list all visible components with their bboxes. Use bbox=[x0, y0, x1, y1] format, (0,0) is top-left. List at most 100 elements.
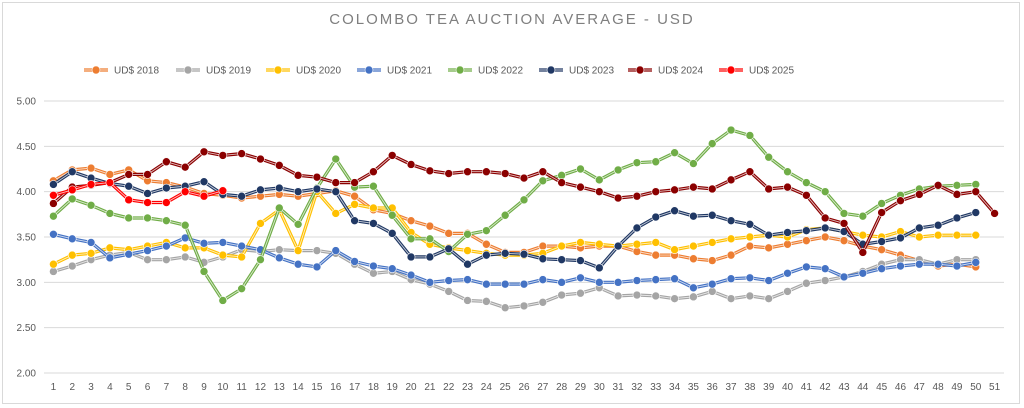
data-point bbox=[952, 181, 962, 190]
data-point bbox=[858, 248, 868, 257]
legend-label: UD$ 2021 bbox=[387, 66, 432, 77]
data-point bbox=[406, 160, 416, 169]
data-point bbox=[802, 278, 811, 288]
data-point bbox=[745, 167, 755, 177]
data-point bbox=[594, 187, 604, 196]
x-tick-label: 28 bbox=[556, 382, 568, 393]
data-point bbox=[557, 241, 566, 251]
x-tick-label: 43 bbox=[838, 382, 850, 393]
legend-label: UD$ 2019 bbox=[206, 66, 251, 77]
data-point bbox=[162, 241, 171, 251]
data-point bbox=[425, 221, 435, 231]
data-point bbox=[406, 234, 416, 244]
data-point bbox=[463, 259, 472, 269]
data-point bbox=[369, 268, 378, 278]
data-point bbox=[651, 291, 661, 301]
data-point bbox=[199, 239, 209, 248]
data-point bbox=[350, 257, 359, 266]
data-point bbox=[802, 190, 811, 200]
legend-swatch-marker bbox=[455, 65, 465, 75]
data-point bbox=[670, 274, 679, 284]
data-point bbox=[990, 209, 999, 218]
y-tick-label: 2.00 bbox=[17, 369, 37, 380]
data-point bbox=[274, 161, 284, 170]
data-point bbox=[538, 254, 548, 264]
legend-label: UD$ 2024 bbox=[658, 66, 703, 77]
x-tick-label: 34 bbox=[669, 382, 681, 393]
data-point bbox=[726, 175, 736, 185]
data-point bbox=[463, 229, 472, 239]
data-point bbox=[613, 278, 623, 287]
data-point bbox=[500, 303, 510, 313]
x-tick-label: 39 bbox=[763, 382, 775, 393]
series-line-highlight bbox=[53, 182, 223, 203]
data-point bbox=[952, 261, 962, 271]
x-tick-label: 16 bbox=[330, 382, 342, 393]
data-point bbox=[369, 181, 378, 191]
data-point bbox=[199, 191, 209, 201]
data-point bbox=[952, 230, 962, 240]
data-point bbox=[651, 187, 661, 196]
data-point bbox=[482, 250, 491, 260]
data-point bbox=[576, 288, 585, 298]
x-tick-label: 29 bbox=[575, 382, 587, 393]
data-point bbox=[971, 258, 981, 267]
data-point bbox=[820, 276, 830, 285]
x-tick-label: 9 bbox=[201, 382, 207, 393]
data-point bbox=[632, 223, 642, 233]
legend-swatch-marker bbox=[364, 65, 374, 75]
series-ud-2025 bbox=[49, 178, 228, 207]
data-point bbox=[199, 177, 209, 186]
x-tick-label: 13 bbox=[274, 382, 286, 393]
data-point bbox=[312, 262, 322, 272]
x-tick-label: 2 bbox=[69, 382, 75, 393]
data-point bbox=[218, 250, 228, 260]
data-point bbox=[914, 259, 924, 269]
series-ud-2022 bbox=[49, 125, 981, 305]
data-point bbox=[143, 213, 152, 223]
data-point bbox=[952, 190, 962, 199]
data-point bbox=[519, 279, 529, 289]
data-point bbox=[914, 190, 924, 199]
x-tick-label: 20 bbox=[405, 382, 417, 393]
data-point bbox=[143, 189, 152, 198]
y-tick-label: 4.50 bbox=[17, 142, 37, 153]
data-point bbox=[406, 252, 416, 262]
data-point bbox=[124, 170, 134, 179]
x-tick-label: 48 bbox=[933, 382, 945, 393]
data-point bbox=[218, 296, 228, 305]
data-point bbox=[162, 183, 171, 193]
data-point bbox=[444, 229, 454, 238]
legend-entry: UD$ 2019 bbox=[176, 66, 251, 77]
data-point bbox=[783, 268, 792, 278]
x-tick-label: 12 bbox=[255, 382, 267, 393]
x-tick-label: 7 bbox=[164, 382, 170, 393]
data-point bbox=[237, 241, 246, 251]
data-point bbox=[293, 220, 303, 229]
data-point bbox=[971, 230, 981, 240]
data-point bbox=[67, 250, 77, 260]
series-lines bbox=[49, 125, 999, 313]
data-point bbox=[877, 237, 886, 246]
data-point bbox=[707, 238, 717, 247]
data-point bbox=[839, 272, 849, 282]
data-point bbox=[613, 241, 623, 251]
data-point bbox=[49, 190, 58, 200]
data-point bbox=[820, 232, 830, 242]
legend-entry: UD$ 2022 bbox=[448, 66, 523, 77]
data-point bbox=[820, 187, 830, 196]
data-point bbox=[519, 301, 529, 311]
data-point bbox=[162, 255, 171, 264]
data-point bbox=[632, 276, 642, 285]
data-point bbox=[406, 216, 416, 225]
data-point bbox=[839, 236, 849, 245]
data-point bbox=[613, 165, 623, 175]
data-point bbox=[632, 239, 642, 249]
data-point bbox=[594, 263, 604, 273]
y-axis-ticks: 2.00 2.50 3.00 3.50 4.00 4.50 5.00 bbox=[17, 97, 37, 380]
data-point bbox=[576, 238, 585, 247]
series-ud-2023 bbox=[49, 167, 981, 273]
y-tick-label: 4.00 bbox=[17, 187, 37, 198]
legend-label: UD$ 2022 bbox=[478, 66, 523, 77]
